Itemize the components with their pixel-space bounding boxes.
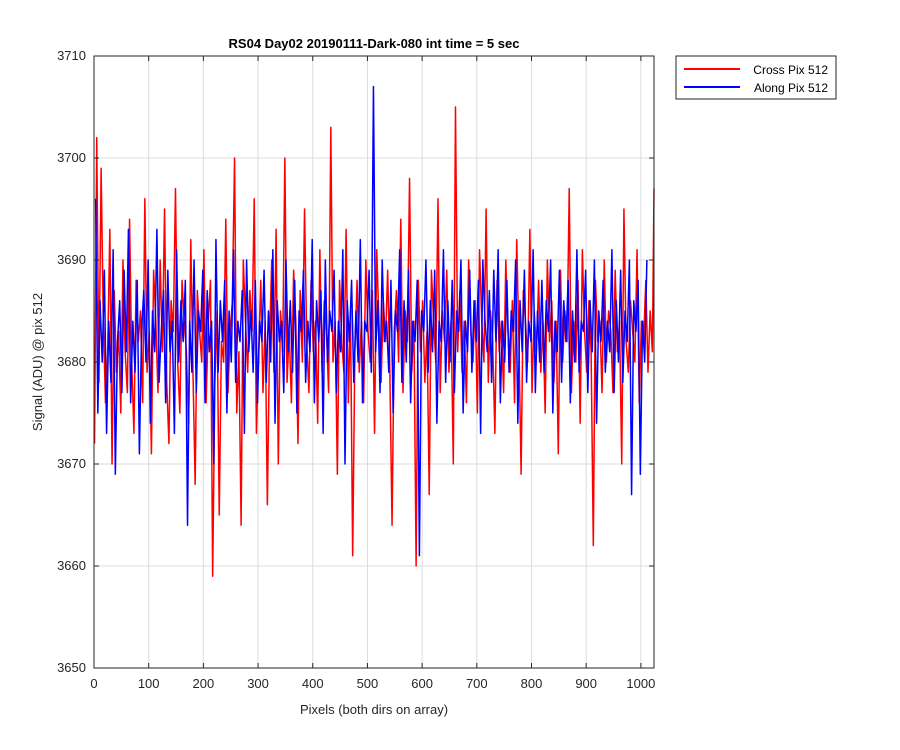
series-line-cross-pix-512 [93, 106, 655, 577]
x-axis-label: Pixels (both dirs on array) [300, 702, 448, 717]
x-tick-label: 900 [575, 676, 597, 691]
y-tick-label: 3690 [57, 252, 86, 267]
data-series [93, 85, 655, 577]
x-tick-label: 600 [411, 676, 433, 691]
chart-title: RS04 Day02 20190111-Dark-080 int time = … [229, 36, 520, 51]
x-tick-label: 1000 [626, 676, 655, 691]
x-tick-label: 700 [466, 676, 488, 691]
series-line-along-pix-512 [94, 85, 648, 557]
y-tick-label: 3660 [57, 558, 86, 573]
legend-label-along: Along Pix 512 [754, 81, 828, 95]
x-tick-label: 100 [138, 676, 160, 691]
y-axis-label: Signal (ADU) @ pix 512 [30, 293, 45, 431]
y-tick-label: 3710 [57, 48, 86, 63]
x-tick-label: 500 [357, 676, 379, 691]
x-tick-label: 0 [90, 676, 97, 691]
y-tick-label: 3650 [57, 660, 86, 675]
y-tick-label: 3670 [57, 456, 86, 471]
legend[interactable]: Cross Pix 512 Along Pix 512 [675, 55, 837, 100]
x-tick-label: 400 [302, 676, 324, 691]
legend-label-cross: Cross Pix 512 [753, 63, 828, 77]
x-tick-label: 300 [247, 676, 269, 691]
y-tick-label: 3680 [57, 354, 86, 369]
legend-box [675, 55, 837, 100]
y-tick-label: 3700 [57, 150, 86, 165]
axis-ticks: 0 100 200 300 400 500 600 700 800 900 1000 3650 3660… [57, 48, 655, 691]
x-tick-label: 200 [193, 676, 215, 691]
x-tick-label: 800 [521, 676, 543, 691]
